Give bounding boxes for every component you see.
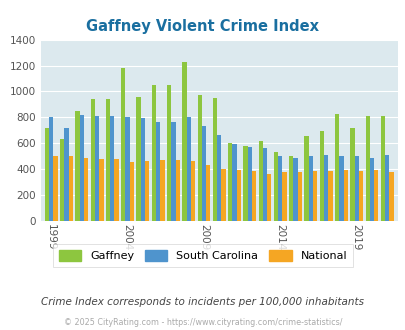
Bar [64,128,68,221]
Bar [319,131,323,221]
Bar [323,155,328,221]
Bar [343,170,347,221]
Bar [160,159,164,221]
Bar [175,159,179,221]
Bar [79,115,84,221]
Bar [221,169,225,221]
Bar [297,172,301,221]
Text: Crime Index corresponds to incidents per 100,000 inhabitants: Crime Index corresponds to incidents per… [41,297,364,307]
Bar [125,117,130,221]
Bar [151,85,156,221]
Bar [141,118,145,221]
Bar [358,171,362,221]
Bar [217,135,221,221]
Bar [258,141,262,221]
Bar [266,174,271,221]
Bar [388,172,392,221]
Bar [190,161,195,221]
Bar [166,85,171,221]
Bar [110,116,114,221]
Bar [53,156,58,221]
Bar [45,128,49,221]
Bar [136,97,141,221]
Bar [277,156,282,221]
Bar [84,157,88,221]
Bar [49,117,53,221]
Text: Gaffney Violent Crime Index: Gaffney Violent Crime Index [86,19,319,34]
Bar [328,171,332,221]
Bar [243,146,247,221]
Bar [282,173,286,221]
Bar [201,126,206,221]
Bar [156,122,160,221]
Bar [99,159,103,221]
Bar [114,159,119,221]
Bar [95,116,99,221]
Bar [354,156,358,221]
Text: © 2025 CityRating.com - https://www.cityrating.com/crime-statistics/: © 2025 CityRating.com - https://www.city… [64,318,341,327]
Bar [273,152,277,221]
Bar [247,147,251,221]
Bar [130,162,134,221]
Bar [288,156,293,221]
Bar [171,122,175,221]
Bar [121,68,125,221]
Bar [182,62,186,221]
Bar [350,128,354,221]
Bar [75,111,79,221]
Bar [68,156,73,221]
Bar [380,116,384,221]
Bar [90,99,95,221]
Legend: Gaffney, South Carolina, National: Gaffney, South Carolina, National [53,244,352,267]
Bar [232,144,236,221]
Bar [251,171,256,221]
Bar [364,116,369,221]
Bar [106,99,110,221]
Bar [312,171,316,221]
Bar [60,139,64,221]
Bar [369,157,373,221]
Bar [384,155,388,221]
Bar [293,157,297,221]
Bar [308,156,312,221]
Bar [212,98,217,221]
Bar [373,170,377,221]
Bar [206,165,210,221]
Bar [334,114,339,221]
Bar [145,161,149,221]
Bar [262,148,266,221]
Bar [228,143,232,221]
Bar [304,136,308,221]
Bar [236,170,240,221]
Bar [197,95,201,221]
Bar [339,156,343,221]
Bar [186,117,190,221]
